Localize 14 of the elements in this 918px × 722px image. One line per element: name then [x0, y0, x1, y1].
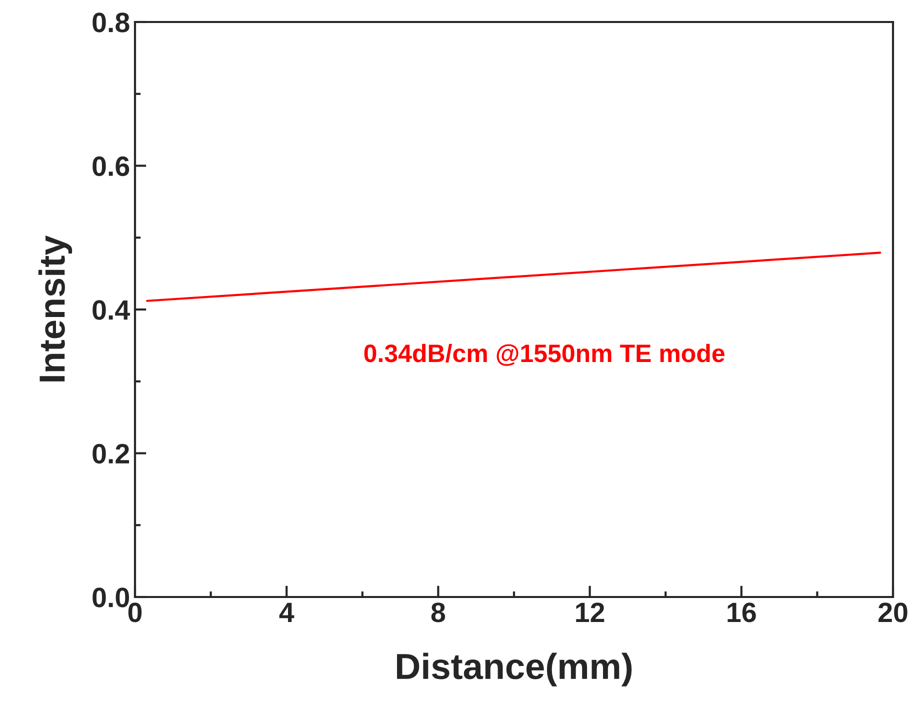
x-tick-label: 4 — [279, 602, 294, 622]
x-tick-label: 8 — [431, 602, 446, 622]
y-tick-label: 0.0 — [92, 588, 130, 608]
y-axis-title: Intensity — [38, 235, 72, 382]
x-tick-label: 16 — [728, 602, 756, 622]
y-tick-label: 0.4 — [92, 300, 130, 320]
x-tick-label: 12 — [576, 602, 604, 622]
x-tick-label: 0 — [128, 602, 142, 622]
y-tick-label: 0.8 — [92, 12, 130, 32]
x-axis-title: Distance(mm) — [397, 652, 632, 686]
annotation: 0.34dB/cm @1550nm TE mode — [364, 344, 724, 366]
x-tick-label: 20 — [878, 602, 908, 622]
y-tick-label: 0.2 — [92, 444, 130, 464]
y-tick-label: 0.6 — [92, 156, 130, 176]
